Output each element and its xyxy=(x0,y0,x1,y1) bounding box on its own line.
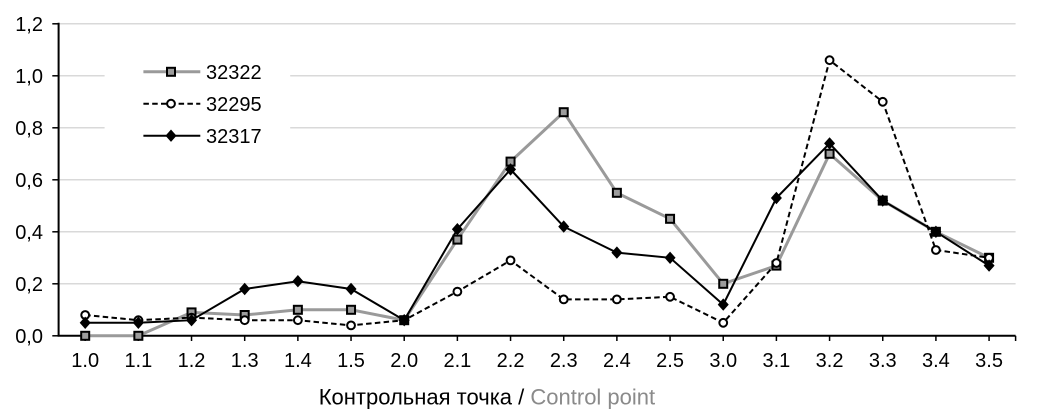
svg-text:1,0: 1,0 xyxy=(15,66,43,88)
svg-text:2.5: 2.5 xyxy=(656,350,684,372)
svg-text:3.4: 3.4 xyxy=(922,350,950,372)
svg-text:1.2: 1.2 xyxy=(178,350,206,372)
svg-text:32295: 32295 xyxy=(206,94,262,116)
svg-text:0,0: 0,0 xyxy=(15,326,43,348)
svg-text:1,2: 1,2 xyxy=(15,14,43,36)
svg-text:1.4: 1.4 xyxy=(284,350,312,372)
svg-text:2.1: 2.1 xyxy=(443,350,471,372)
svg-text:0,2: 0,2 xyxy=(15,274,43,296)
svg-text:1.5: 1.5 xyxy=(337,350,365,372)
svg-text:1.0: 1.0 xyxy=(71,350,99,372)
svg-text:0,6: 0,6 xyxy=(15,170,43,192)
svg-text:3.5: 3.5 xyxy=(975,350,1003,372)
svg-text:3.2: 3.2 xyxy=(816,350,844,372)
svg-text:2.2: 2.2 xyxy=(497,350,525,372)
svg-text:0,4: 0,4 xyxy=(15,222,43,244)
svg-text:3.3: 3.3 xyxy=(869,350,897,372)
svg-text:3.0: 3.0 xyxy=(709,350,737,372)
svg-text:2.3: 2.3 xyxy=(550,350,578,372)
svg-text:32322: 32322 xyxy=(206,62,262,84)
svg-text:3.1: 3.1 xyxy=(762,350,790,372)
svg-text:0,8: 0,8 xyxy=(15,118,43,140)
svg-text:Контрольная точка / Control po: Контрольная точка / Control point xyxy=(319,385,655,410)
svg-text:1.3: 1.3 xyxy=(231,350,259,372)
svg-text:2.4: 2.4 xyxy=(603,350,631,372)
svg-text:32317: 32317 xyxy=(206,126,262,148)
svg-text:1.1: 1.1 xyxy=(124,350,152,372)
svg-text:2.0: 2.0 xyxy=(390,350,418,372)
